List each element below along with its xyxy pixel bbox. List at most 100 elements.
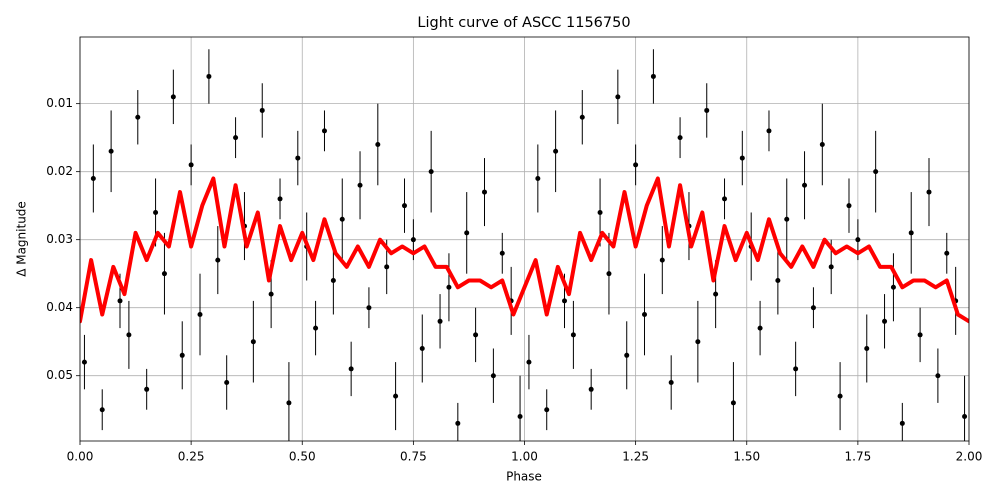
data-point [188, 162, 194, 168]
data-point [473, 332, 479, 338]
data-point [117, 298, 123, 304]
plot-area [80, 49, 969, 441]
data-point [197, 311, 203, 317]
data-point [464, 230, 470, 236]
data-point [259, 107, 265, 113]
x-tick-label: 1.75 [845, 450, 872, 464]
data-point [935, 373, 941, 379]
data-point [855, 237, 861, 243]
data-point [597, 209, 603, 215]
data-point [899, 420, 905, 426]
data-point [108, 148, 114, 154]
data-point [606, 271, 612, 277]
data-point [819, 141, 825, 147]
data-point [553, 148, 559, 154]
data-point [677, 135, 683, 141]
data-point [144, 386, 150, 392]
data-point [579, 114, 585, 120]
y-tick-label: 0.01 [46, 96, 73, 110]
data-point [650, 73, 656, 79]
data-point [775, 277, 781, 283]
model-curve [80, 176, 969, 324]
x-tick-label: 1.25 [622, 450, 649, 464]
data-point [348, 366, 354, 372]
data-point [828, 264, 834, 270]
data-point [295, 155, 301, 161]
data-point [313, 325, 319, 331]
data-point [268, 291, 274, 297]
data-point [126, 332, 132, 338]
data-point [446, 284, 452, 290]
data-point [882, 318, 888, 324]
data-point [233, 135, 239, 141]
data-point [81, 359, 87, 365]
data-point [321, 128, 327, 134]
data-point [722, 196, 728, 202]
data-point [277, 196, 283, 202]
data-point [890, 284, 896, 290]
data-point [793, 366, 799, 372]
data-point [944, 250, 950, 256]
data-point [917, 332, 923, 338]
data-point [410, 237, 416, 243]
data-point [544, 407, 550, 413]
data-point [339, 216, 345, 222]
data-point [499, 250, 505, 256]
data-point [668, 380, 674, 386]
data-point [330, 277, 336, 283]
data-point [393, 393, 399, 399]
data-point [615, 94, 621, 100]
y-tick-label: 0.02 [46, 164, 73, 178]
data-point [730, 400, 736, 406]
data-point [588, 386, 594, 392]
data-point [481, 189, 487, 195]
x-tick-label: 1.00 [511, 450, 538, 464]
y-tick-label: 0.03 [46, 232, 73, 246]
data-point [490, 373, 496, 379]
data-point [366, 305, 372, 311]
data-point [802, 182, 808, 188]
data-point [419, 346, 425, 352]
data-point [624, 352, 630, 358]
data-point [864, 346, 870, 352]
data-point [535, 175, 541, 181]
data-point [659, 257, 665, 263]
data-point [250, 339, 256, 345]
data-point [401, 203, 407, 209]
y-axis-label: Δ Magnitude [15, 201, 29, 277]
data-point [873, 169, 879, 175]
data-point [455, 420, 461, 426]
data-point [810, 305, 816, 311]
x-tick-label: 1.50 [733, 450, 760, 464]
data-point [962, 414, 968, 420]
data-point [286, 400, 292, 406]
x-axis-label: Phase [506, 470, 542, 484]
data-point [926, 189, 932, 195]
y-tick-label: 0.05 [46, 368, 73, 382]
data-point [224, 380, 230, 386]
data-point [642, 311, 648, 317]
y-tick-label: 0.04 [46, 300, 73, 314]
data-point [704, 107, 710, 113]
x-tick-label: 0.50 [289, 450, 316, 464]
data-point [739, 155, 745, 161]
data-point [766, 128, 772, 134]
data-point [517, 414, 523, 420]
x-tick-label: 0.75 [400, 450, 427, 464]
data-point [437, 318, 443, 324]
data-point [135, 114, 141, 120]
data-point [90, 175, 96, 181]
data-point [757, 325, 763, 331]
data-point [384, 264, 390, 270]
data-point [713, 291, 719, 297]
data-point [153, 209, 159, 215]
data-point [357, 182, 363, 188]
data-point [375, 141, 381, 147]
data-point [846, 203, 852, 209]
data-point [428, 169, 434, 175]
data-point [206, 73, 212, 79]
chart-title: Light curve of ASCC 1156750 [417, 15, 630, 31]
x-tick-label: 2.00 [956, 450, 983, 464]
data-point [837, 393, 843, 399]
